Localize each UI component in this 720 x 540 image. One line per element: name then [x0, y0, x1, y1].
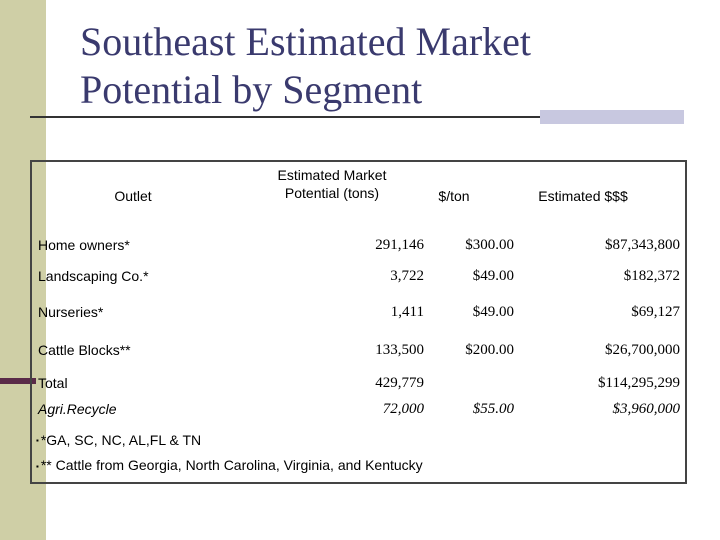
cell-per-ton: $200.00 [465, 342, 514, 358]
footnote-states: ▪ *GA, SC, NC, AL,FL & TN [36, 428, 423, 453]
cell-tons: 1,411 [390, 304, 424, 320]
cell-dollars: $114,295,299 [598, 375, 680, 391]
left-decorative-bar [0, 0, 46, 540]
table-row-cattle-blocks: Cattle Blocks** 133,500 $200.00 $26,700,… [0, 340, 720, 364]
cell-dollars: $87,343,800 [605, 237, 680, 253]
table-row-landscaping: Landscaping Co.* 3,722 $49.00 $182,372 [0, 266, 720, 290]
title-accent-block [540, 110, 684, 124]
table-row-home-owners: Home owners* 291,146 $300.00 $87,343,800 [0, 235, 720, 259]
header-potential-line-1: Estimated Market [277, 167, 387, 183]
header-outlet: Outlet [114, 188, 152, 204]
footnote-cattle-text: ** Cattle from Georgia, North Carolina, … [40, 457, 423, 474]
table-frame [30, 160, 687, 484]
footnote-cattle: ▪ ** Cattle from Georgia, North Carolina,… [36, 453, 423, 478]
cell-per-ton: $49.00 [472, 304, 514, 320]
cell-dollars: $69,127 [631, 304, 680, 320]
side-accent-line [0, 378, 36, 384]
cell-tons: 429,779 [375, 375, 424, 391]
cell-tons: 133,500 [375, 342, 424, 358]
table-row-agri-recycle: Agri.Recycle 72,000 $55.00 $3,960,000 [0, 399, 720, 423]
table-row-nurseries: Nurseries* 1,411 $49.00 $69,127 [0, 302, 720, 326]
footnotes: ▪ *GA, SC, NC, AL,FL & TN ▪ ** Cattle from… [36, 428, 423, 479]
cell-outlet: Nurseries* [38, 304, 104, 320]
bullet-icon: ▪ [36, 436, 39, 446]
footnote-states-text: *GA, SC, NC, AL,FL & TN [40, 432, 202, 448]
slide-title: Southeast Estimated Market Potential by … [80, 18, 680, 114]
cell-outlet: Agri.Recycle [38, 401, 117, 417]
cell-outlet: Cattle Blocks** [38, 342, 131, 358]
cell-dollars: $3,960,000 [612, 401, 681, 417]
cell-dollars: $182,372 [623, 268, 680, 284]
bullet-icon: ▪ [36, 461, 39, 471]
cell-outlet: Landscaping Co.* [38, 268, 149, 284]
cell-tons: 3,722 [390, 268, 424, 284]
header-estimated-dollars: Estimated $$$ [538, 188, 628, 204]
cell-per-ton: $49.00 [472, 268, 514, 284]
cell-dollars: $26,700,000 [605, 342, 680, 358]
title-line-2: Potential by Segment [80, 67, 423, 112]
title-underline [30, 116, 670, 118]
cell-outlet: Home owners* [38, 237, 130, 253]
header-potential: Estimated Market Potential (tons) [252, 166, 412, 202]
cell-per-ton: $300.00 [465, 237, 514, 253]
title-line-1: Southeast Estimated Market [80, 19, 532, 64]
header-per-ton: $/ton [438, 188, 470, 204]
cell-per-ton: $55.00 [472, 401, 514, 417]
cell-outlet: Total [38, 375, 68, 391]
cell-tons: 72,000 [382, 401, 424, 417]
cell-tons: 291,146 [375, 237, 424, 253]
table-row-total: Total 429,779 $114,295,299 [0, 373, 720, 397]
header-potential-line-2: Potential (tons) [284, 185, 380, 201]
